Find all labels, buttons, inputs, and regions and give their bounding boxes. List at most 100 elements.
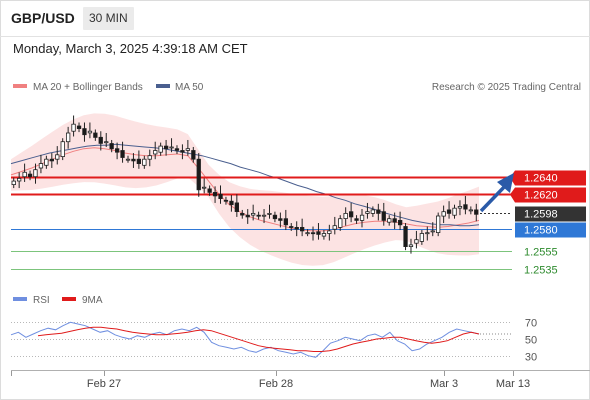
candle-body — [370, 209, 376, 214]
candle-body — [234, 202, 240, 212]
candle — [343, 207, 348, 226]
candle — [158, 142, 163, 156]
candle-body — [446, 209, 452, 214]
candle-body — [109, 143, 114, 150]
candle-body — [321, 233, 327, 237]
candle-body — [218, 193, 223, 199]
candle — [359, 209, 365, 228]
level-pointer-1.2620 — [510, 187, 515, 203]
candle-body — [414, 239, 419, 244]
candle — [44, 155, 49, 169]
candle — [87, 122, 93, 139]
x-tick-label-Mar 13: Mar 13 — [496, 378, 530, 390]
candle — [115, 142, 120, 160]
candle — [435, 212, 441, 237]
candle-body — [71, 123, 76, 132]
level-value-1.2580: 1.2580 — [524, 225, 558, 237]
candle-body — [240, 212, 245, 216]
level-tag-1.2640 — [515, 170, 586, 186]
level-label-1.2620: 1.2620 — [510, 187, 586, 203]
candle-body — [11, 180, 16, 186]
candle — [250, 204, 256, 221]
candle-body — [49, 158, 54, 162]
candle — [299, 218, 305, 237]
ma9-legend-label: 9MA — [82, 295, 103, 306]
copyright-text: Research © 2025 Trading Central — [432, 82, 581, 93]
candle — [49, 153, 54, 168]
candle — [136, 150, 142, 169]
candle-body — [22, 171, 27, 178]
candle — [392, 212, 397, 230]
candlestick-layer — [11, 115, 479, 254]
candle-body — [468, 209, 474, 212]
level-label-1.2535: 1.2535 — [524, 265, 558, 277]
candle-body — [272, 214, 278, 220]
candle — [256, 211, 261, 220]
candle-body — [185, 148, 191, 151]
candle-body — [16, 177, 22, 182]
candle — [147, 149, 152, 167]
candle-body — [76, 125, 82, 129]
candle-body — [174, 148, 180, 151]
candle — [365, 202, 370, 219]
candle — [185, 139, 191, 156]
candle — [229, 195, 234, 212]
candle — [104, 132, 109, 147]
candle — [452, 204, 457, 219]
x-tick-label-Feb 27: Feb 27 — [87, 378, 121, 390]
candle-body — [457, 205, 463, 209]
candle — [332, 216, 337, 235]
candle — [98, 131, 103, 151]
candle — [327, 224, 332, 241]
candle-body — [201, 186, 207, 189]
candle-body — [125, 158, 131, 161]
candle-body — [261, 214, 267, 217]
ma50-legend-swatch — [156, 84, 170, 88]
candle-body — [142, 158, 147, 166]
timeframe-button[interactable]: 30 MIN — [83, 7, 134, 30]
candle — [278, 212, 283, 228]
rsi-9ma-line — [37, 326, 480, 352]
candle-body — [115, 148, 120, 153]
rsi-panel: 70 50 30 — [10, 318, 537, 364]
rsi-tick-50: 50 — [525, 335, 537, 347]
chart-legend: MA 20 + Bollinger Bands MA 50 Research ©… — [13, 82, 581, 306]
candle — [468, 206, 474, 215]
candle — [321, 230, 327, 240]
candle-body — [191, 150, 196, 160]
candle — [22, 163, 27, 182]
ma20-legend-label: MA 20 + Bollinger Bands — [33, 82, 143, 93]
candle — [16, 172, 22, 189]
candle — [180, 144, 185, 160]
price-level-layer: 1.2640 1.2620 1.2598 1.2580 1.2555 1.2535 — [11, 170, 586, 277]
candle — [11, 177, 16, 189]
candle — [376, 203, 381, 221]
candle-body — [294, 226, 299, 230]
candle — [310, 226, 316, 241]
candle — [82, 122, 87, 142]
candle — [71, 115, 76, 137]
candle-body — [408, 244, 414, 247]
candle-body — [425, 232, 430, 235]
candle — [76, 122, 82, 133]
candle-body — [93, 132, 98, 138]
candle-body — [98, 136, 103, 144]
candle-body — [104, 141, 109, 144]
candle-body — [365, 211, 370, 214]
candle-body — [153, 150, 158, 155]
candle-body — [332, 225, 337, 230]
candle — [109, 139, 114, 153]
bollinger-band-layer — [11, 113, 479, 266]
candle-body — [299, 226, 305, 232]
level-label-1.2555: 1.2555 — [524, 247, 558, 259]
candle-body — [278, 218, 283, 221]
x-axis: Feb 27 Feb 28 Mar 3 Mar 13 — [11, 370, 590, 390]
candle — [463, 195, 468, 215]
rsi-tick-30: 30 — [525, 352, 537, 364]
candle-body — [338, 218, 343, 228]
level-tag-1.2620 — [515, 187, 586, 203]
candle — [446, 201, 452, 219]
candle-body — [223, 199, 229, 202]
candle-body — [245, 214, 250, 218]
